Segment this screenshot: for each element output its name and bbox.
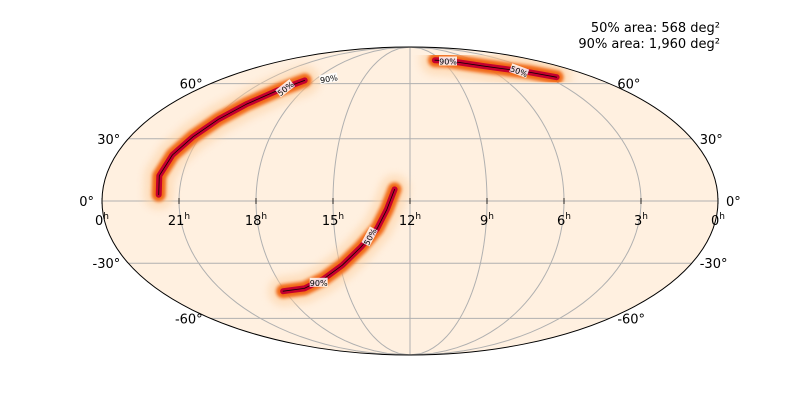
- contour-label-text: 90%: [439, 58, 457, 67]
- dec-tick-label-left: -30°: [93, 257, 121, 272]
- contour-outline: [282, 189, 395, 292]
- contour-label: 90%: [309, 277, 328, 288]
- dec-tick-label-left: 60°: [180, 78, 203, 93]
- dec-tick-label-left: 30°: [97, 133, 120, 148]
- dec-tick-label-left: 0°: [79, 195, 94, 210]
- dec-tick-label-right: 60°: [617, 78, 640, 93]
- contour-label-text: 90%: [310, 279, 328, 288]
- contour-label: 90%: [319, 72, 339, 85]
- area-90-annotation: 90% area: 1,960 deg²: [578, 37, 720, 52]
- dec-tick-label-right: -60°: [617, 312, 645, 327]
- dec-tick-label-right: -30°: [700, 257, 728, 272]
- contour-label-text: 90%: [319, 73, 338, 85]
- dec-tick-label-right: 0°: [726, 195, 741, 210]
- dec-tick-label-right: 30°: [700, 133, 723, 148]
- dec-tick-label-left: -60°: [175, 312, 203, 327]
- probability-region: 50%90%90%50%50%90%: [143, 47, 572, 307]
- contour-label: 90%: [439, 56, 457, 67]
- contour-outline: [158, 80, 306, 196]
- ra-tick-label: 0h: [711, 212, 725, 229]
- area-50-annotation: 50% area: 568 deg²: [591, 21, 720, 36]
